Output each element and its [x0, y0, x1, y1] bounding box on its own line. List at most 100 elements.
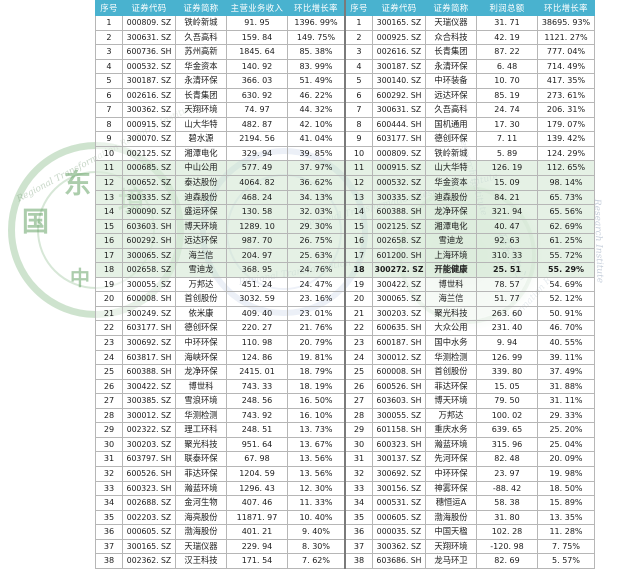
- table-row[interactable]: 16 600292. SH 远达环保 987. 70 26. 75% 16 002658. …: [95, 233, 595, 249]
- cell-left-name: 菲达环保: [175, 465, 227, 482]
- header-left-name[interactable]: 证券简称: [175, 0, 227, 16]
- cell-right-profit: 126. 19: [476, 160, 538, 177]
- cell-left-index: 31: [95, 451, 123, 467]
- cell-right-index: 36: [344, 524, 373, 540]
- table-row[interactable]: 33 600323. SH 瀚蓝环境 1296. 43 12. 30% 33 300156.…: [95, 480, 595, 497]
- table-row[interactable]: 18 002658. SZ 雪迪龙 368. 95 24. 76% 18 300272. S…: [95, 262, 595, 278]
- cell-right-code: 600008. SH: [372, 364, 426, 380]
- table-row[interactable]: 34 002688. SZ 金河生物 407. 46 11. 33% 34 000531. …: [95, 495, 595, 511]
- cell-left-index: 16: [95, 233, 123, 249]
- cell-right-index: 21: [344, 305, 373, 322]
- table-row[interactable]: 31 603797. SH 联泰环保 67. 98 13. 56% 31 300137. S…: [95, 451, 595, 467]
- table-row[interactable]: 27 300385. SZ 雪浪环境 248. 56 16. 50% 27 603603. …: [95, 393, 595, 409]
- cell-left-code: 002658. SZ: [122, 262, 176, 278]
- table-row[interactable]: 1 000809. SZ 铁岭新城 91. 95 1396. 99% 1 300165. S…: [95, 15, 595, 31]
- cell-left-code: 000809. SZ: [122, 15, 176, 31]
- header-left-code[interactable]: 证券代码: [122, 0, 176, 16]
- cell-right-index: 33: [344, 480, 373, 497]
- cell-right-profit: 58. 38: [476, 495, 538, 511]
- table-row[interactable]: 29 002322. SZ 理工环科 248. 51 13. 73% 29 601158. …: [95, 422, 595, 438]
- table-row[interactable]: 5 300187. SZ 永清环保 366. 03 51. 49% 5 300140. SZ…: [95, 73, 595, 89]
- cell-left-index: 33: [95, 480, 123, 497]
- header-row: 序号 证券代码 证券简称 主营业务收入 环比增长率 序号 证券代码 证券简称 利…: [95, 0, 595, 16]
- table-row[interactable]: 3 600736. SH 苏州高新 1845. 64 85. 38% 3 002616. S…: [95, 44, 595, 60]
- cell-right-code: 000925. SZ: [372, 29, 426, 46]
- table-row[interactable]: 17 300065. SZ 海兰信 204. 97 25. 63% 17 601200. S…: [95, 247, 595, 264]
- table-row[interactable]: 8 000915. SZ 山大华特 482. 87 42. 10% 8 600444. SH…: [95, 116, 595, 133]
- table-row[interactable]: 2 300631. SZ 久吾高科 159. 84 149. 75% 2 000925. S…: [95, 29, 595, 46]
- table-row[interactable]: 15 603603. SH 博天环境 1289. 10 29. 30% 15 002125.…: [95, 218, 595, 235]
- table-row[interactable]: 32 600526. SH 菲达环保 1204. 59 13. 56% 32 300692.…: [95, 465, 595, 482]
- table-row[interactable]: 26 300422. SZ 博世科 743. 33 18. 19% 26 600526. S…: [95, 378, 595, 395]
- table-row[interactable]: 28 300012. SZ 华测检测 743. 92 16. 10% 28 300055. …: [95, 407, 595, 424]
- cell-left-growth: 13. 73%: [287, 422, 346, 438]
- table-row[interactable]: 21 300249. SZ 依米康 409. 40 23. 01% 21 300203. S…: [95, 305, 595, 322]
- header-right-profit[interactable]: 利润总额: [476, 0, 538, 16]
- cell-left-name: 永清环保: [175, 73, 227, 89]
- table-row[interactable]: 6 002616. SZ 长青集团 630. 92 46. 22% 6 600292. SH…: [95, 87, 595, 104]
- header-left-revenue[interactable]: 主营业务收入: [226, 0, 288, 16]
- cell-left-index: 29: [95, 422, 123, 438]
- cell-left-name: 德创环保: [175, 320, 227, 337]
- cell-left-revenue: 130. 58: [226, 204, 288, 220]
- cell-right-growth: 25. 20%: [537, 422, 595, 438]
- cell-right-index: 29: [344, 422, 373, 438]
- header-right-name[interactable]: 证券简称: [425, 0, 477, 16]
- header-right-code[interactable]: 证券代码: [372, 0, 426, 16]
- table-row[interactable]: 11 000685. SZ 中山公用 577. 49 37. 97% 11 000915. …: [95, 160, 595, 177]
- cell-right-profit: 42. 19: [476, 29, 538, 46]
- table-row[interactable]: 25 600388. SH 龙净环保 2415. 01 18. 79% 25 600008.…: [95, 364, 595, 380]
- cell-right-code: 600388. SH: [372, 204, 426, 220]
- cell-left-index: 8: [95, 116, 123, 133]
- cell-left-growth: 36. 62%: [287, 175, 346, 191]
- cell-left-code: 300203. SZ: [122, 436, 176, 453]
- cell-left-revenue: 1296. 43: [226, 480, 288, 497]
- cell-right-code: 600292. SH: [372, 87, 426, 104]
- table-row[interactable]: 35 002203. SZ 海亮股份 11871. 97 10. 40% 35 000605…: [95, 509, 595, 526]
- header-right-growth[interactable]: 环比增长率: [537, 0, 595, 16]
- cell-left-revenue: 220. 27: [226, 320, 288, 337]
- table-row[interactable]: 20 600008. SH 首创股份 3032. 59 23. 16% 20 300065.…: [95, 291, 595, 307]
- cell-right-profit: 24. 74: [476, 102, 538, 118]
- screenshot-root: 国 东 境 中 Regional Transformation Research…: [8, 0, 605, 569]
- cell-left-growth: 12. 30%: [287, 480, 346, 497]
- cell-left-revenue: 3032. 59: [226, 291, 288, 307]
- cell-right-code: 603177. SH: [372, 131, 426, 147]
- table-row[interactable]: 9 300070. SZ 碧水源 2194. 56 41. 04% 9 603177. SH…: [95, 131, 595, 147]
- table-row[interactable]: 12 000652. SZ 泰达股份 4064. 82 36. 62% 12 000532.…: [95, 175, 595, 191]
- header-left-growth[interactable]: 环比增长率: [287, 0, 346, 16]
- cell-left-growth: 23. 01%: [287, 305, 346, 322]
- cell-right-code: 300156. SZ: [372, 480, 426, 497]
- table-row[interactable]: 23 300692. SZ 中环环保 110. 98 20. 79% 23 600187. …: [95, 335, 595, 351]
- table-row[interactable]: 22 603177. SH 德创环保 220. 27 21. 76% 22 600635. …: [95, 320, 595, 337]
- cell-right-name: 重庆水务: [425, 422, 477, 438]
- table-row[interactable]: 24 603817. SH 海峡环保 124. 86 19. 81% 24 300012. …: [95, 349, 595, 366]
- header-right-index[interactable]: 序号: [344, 0, 373, 16]
- table-row[interactable]: 13 300335. SZ 迪森股份 468. 24 34. 13% 13 300335. …: [95, 189, 595, 206]
- cell-left-name: 山大华特: [175, 116, 227, 133]
- cell-right-index: 16: [344, 233, 373, 249]
- cell-right-name: 华测检测: [425, 349, 477, 366]
- cell-left-index: 24: [95, 349, 123, 366]
- table-row[interactable]: 30 300203. SZ 聚光科技 951. 64 13. 67% 30 600323. …: [95, 436, 595, 453]
- cell-right-name: 久吾高科: [425, 102, 477, 118]
- cell-left-revenue: 1845. 64: [226, 44, 288, 60]
- cell-left-code: 000652. SZ: [122, 175, 176, 191]
- table-row[interactable]: 14 300090. SZ 盛运环保 130. 58 32. 03% 14 600388. …: [95, 204, 595, 220]
- cell-left-code: 002322. SZ: [122, 422, 176, 438]
- table-row[interactable]: 36 000605. SZ 渤海股份 401. 21 9. 40% 36 000035. S…: [95, 524, 595, 540]
- table-row[interactable]: 4 000532. SZ 华金资本 140. 92 83. 99% 4 300187. SZ…: [95, 58, 595, 75]
- table-row[interactable]: 10 002125. SZ 湘潭电化 329. 94 39. 85% 10 000809. …: [95, 145, 595, 162]
- cell-left-name: 首创股份: [175, 291, 227, 307]
- table-row[interactable]: 19 300055. SZ 万邦达 451. 24 24. 47% 19 300422. S…: [95, 276, 595, 293]
- cell-left-revenue: 743. 33: [226, 378, 288, 395]
- table-row[interactable]: 37 300165. SZ 天瑞仪器 229. 94 8. 30% 37 300362. S…: [95, 538, 595, 555]
- cell-left-index: 3: [95, 44, 123, 60]
- cell-left-name: 中山公用: [175, 160, 227, 177]
- cell-right-profit: 87. 22: [476, 44, 538, 60]
- cell-left-growth: 16. 10%: [287, 407, 346, 424]
- cell-right-name: 华金资本: [425, 175, 477, 191]
- header-left-index[interactable]: 序号: [95, 0, 123, 16]
- table-row[interactable]: 7 300362. SZ 天翔环境 74. 97 44. 32% 7 300631. SZ 久…: [95, 102, 595, 118]
- cell-left-growth: 10. 40%: [287, 509, 346, 526]
